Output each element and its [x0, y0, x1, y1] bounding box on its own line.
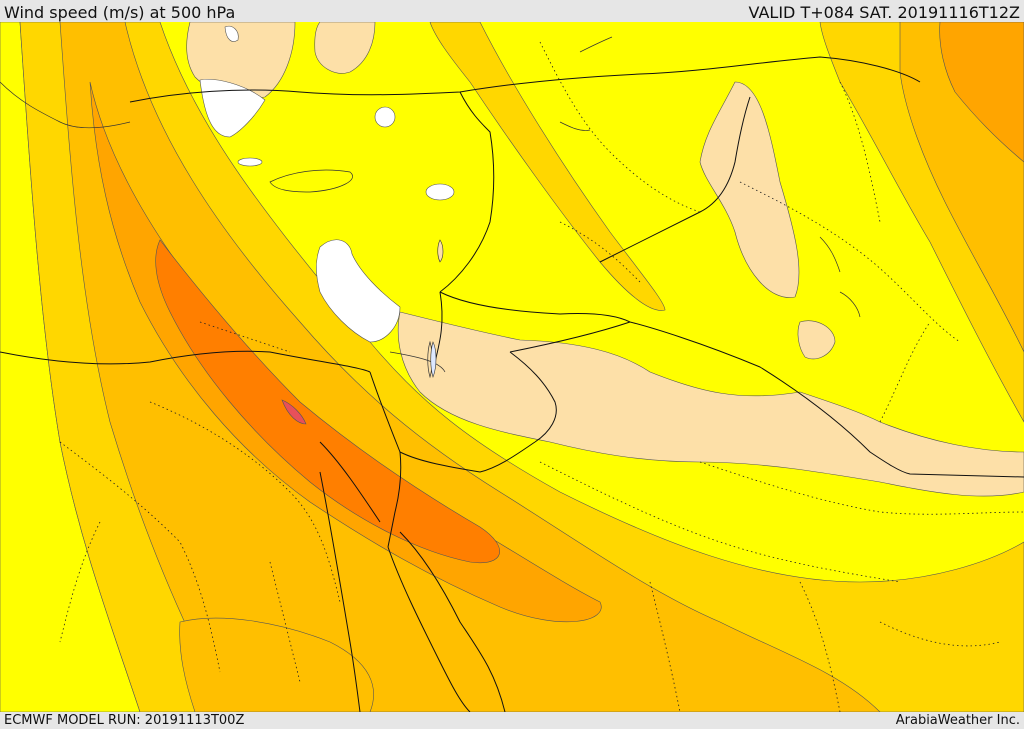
wind-speed-map: [0, 22, 1024, 712]
map-canvas: [0, 22, 1024, 712]
white-area-small-4: [224, 25, 239, 42]
contour-amber-west: [0, 22, 881, 712]
contour-gold-mesopotamia: [429, 22, 666, 311]
white-area-small-3: [237, 157, 263, 167]
contour-amber-sw: [179, 617, 374, 712]
province-borders: [59, 41, 1024, 712]
contour-peach-gulf: [699, 81, 800, 298]
credit-label: ArabiaWeather Inc.: [895, 713, 1020, 728]
footer-bar: ECMWF MODEL RUN: 20191113T00Z ArabiaWeat…: [0, 712, 1024, 729]
white-area-small-2: [425, 183, 455, 201]
model-run-label: ECMWF MODEL RUN: 20191113T00Z: [4, 713, 245, 728]
map-title: Wind speed (m/s) at 500 hPa: [4, 3, 236, 22]
white-area-crete: [199, 79, 266, 138]
valid-time-label: VALID T+084 SAT. 20191116T12Z: [748, 3, 1020, 22]
dead-sea: [430, 341, 437, 378]
contour-red-core: [281, 399, 307, 425]
contour-peach-anatolia: [314, 22, 376, 74]
contour-peach-small: [797, 320, 836, 360]
white-area-egypt-coast: [315, 239, 401, 343]
small-lake: [437, 239, 444, 263]
contour-dark-amber-east: [939, 22, 1024, 163]
white-area-small-1: [374, 106, 396, 128]
contour-orange-core: [155, 239, 500, 564]
title-bar: Wind speed (m/s) at 500 hPa VALID T+084 …: [0, 0, 1024, 22]
country-borders: [0, 56, 1024, 712]
coastlines: [0, 36, 861, 379]
